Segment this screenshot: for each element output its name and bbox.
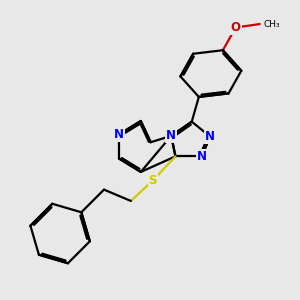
Text: O: O: [231, 21, 241, 34]
Text: N: N: [197, 150, 207, 163]
Text: CH₃: CH₃: [264, 20, 280, 28]
Text: N: N: [205, 130, 215, 143]
Text: N: N: [114, 128, 124, 141]
Text: S: S: [148, 174, 157, 187]
Text: N: N: [166, 129, 176, 142]
